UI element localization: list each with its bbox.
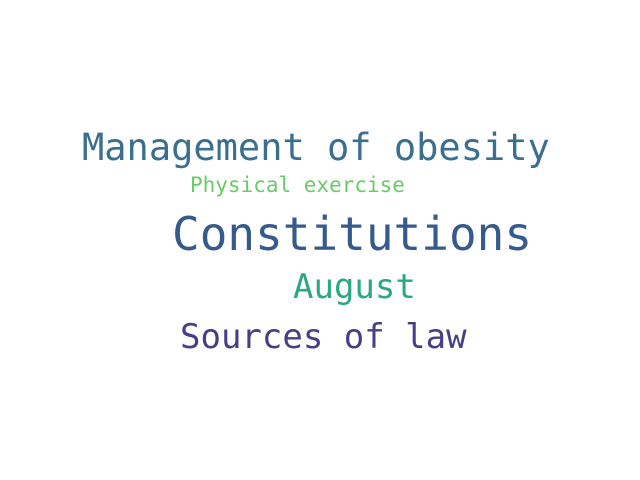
- word-management-of-obesity: Management of obesity: [82, 126, 550, 169]
- word-sources-of-law: Sources of law: [180, 317, 467, 357]
- word-physical-exercise: Physical exercise: [190, 173, 405, 197]
- word-august: August: [293, 267, 416, 307]
- word-constitutions: Constitutions: [172, 207, 533, 261]
